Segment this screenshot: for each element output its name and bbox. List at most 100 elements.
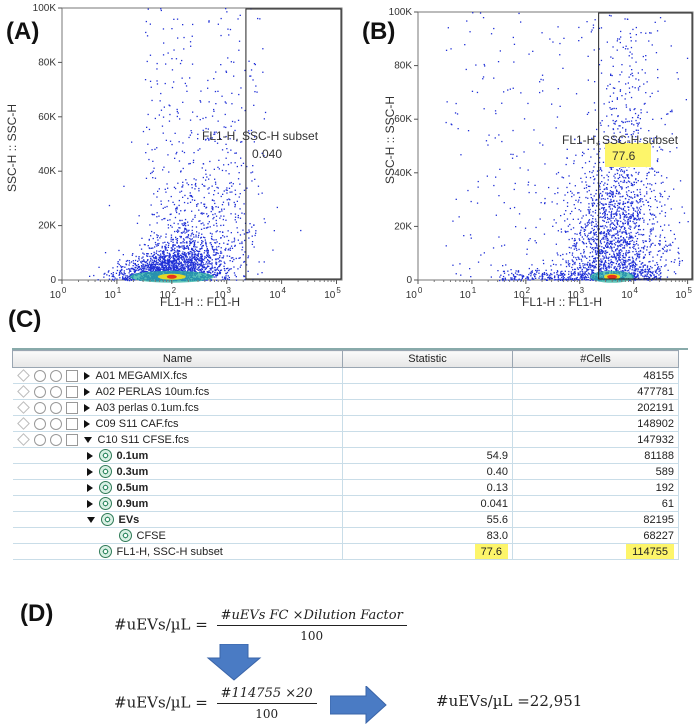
row-cells: 81188: [512, 447, 679, 464]
formula-fraction2: #114755 ×20 100: [216, 686, 317, 721]
row-name: A03 perlas 0.1um.fcs: [95, 401, 199, 414]
row-cells: 61: [512, 495, 679, 512]
gate-icon: [118, 529, 132, 542]
gate-name-b: FL1-H, SSC-H subset: [562, 133, 679, 147]
circle-toggle-icon[interactable]: [33, 401, 46, 414]
row-statistic: 55.6: [342, 511, 513, 528]
expand-arrow-icon[interactable]: [86, 483, 93, 492]
row-statistic: 54.9: [342, 447, 513, 464]
table-row[interactable]: 0.1um 54.9 81188: [12, 447, 679, 464]
row-cells: 147932: [512, 431, 679, 448]
expand-arrow-icon[interactable]: [83, 387, 90, 396]
circle-toggle-icon[interactable]: [33, 417, 46, 430]
row-statistic: 77.6: [474, 543, 508, 559]
table-row[interactable]: 0.3um 0.40 589: [12, 463, 679, 480]
circle-toggle-icon[interactable]: [49, 417, 62, 430]
x-tick-label: 105: [324, 286, 341, 301]
panel-label-d: (D): [20, 600, 54, 627]
row-cells: 589: [512, 463, 679, 480]
checkbox[interactable]: [65, 433, 78, 446]
checkbox[interactable]: [65, 385, 78, 398]
circle-toggle-icon[interactable]: [49, 369, 62, 382]
circle-toggle-icon[interactable]: [33, 433, 46, 446]
table-row[interactable]: C09 S11 CAF.fcs 148902: [12, 415, 679, 432]
checkbox[interactable]: [65, 401, 78, 414]
row-name: 0.5um: [116, 481, 149, 494]
gate-icon: [98, 545, 112, 558]
panel-label-b: (B): [362, 18, 396, 45]
table-row[interactable]: 0.5um 0.13 192: [12, 479, 679, 496]
formula-denominator2: 100: [255, 707, 279, 721]
y-tick-label: 60K: [38, 112, 56, 123]
table-row[interactable]: A03 perlas 0.1um.fcs 202191: [12, 399, 679, 416]
row-name: C09 S11 CAF.fcs: [95, 417, 179, 430]
row-name: A01 MEGAMIX.fcs: [95, 369, 188, 382]
y-tick-label: 40K: [38, 166, 56, 177]
circle-toggle-icon[interactable]: [49, 385, 62, 398]
x-tick-label: 105: [675, 286, 692, 301]
circle-toggle-icon[interactable]: [49, 433, 62, 446]
formula-fraction: #uEVs FC ×Dilution Factor 100: [216, 608, 407, 643]
table-row[interactable]: A02 PERLAS 10um.fcs 477781: [12, 383, 679, 400]
x-tick-label: 104: [621, 286, 638, 301]
row-name: 0.1um: [116, 449, 149, 462]
table-row[interactable]: CFSE 83.0 68227: [12, 527, 679, 544]
expand-arrow-icon[interactable]: [83, 371, 90, 380]
column-header-statistic[interactable]: Statistic: [342, 350, 513, 368]
diamond-icon: [16, 369, 30, 382]
collapse-arrow-icon[interactable]: [86, 516, 95, 523]
y-tick-label: 20K: [394, 221, 412, 232]
formula-numerator2: #114755 ×20: [216, 686, 317, 704]
gate-rectangle[interactable]: [245, 8, 342, 280]
y-tick-label: 80K: [394, 61, 412, 72]
row-cells: 82195: [512, 511, 679, 528]
row-statistic: [342, 431, 513, 448]
x-tick-label: 100: [50, 286, 67, 301]
workspace-table: Name Statistic #Cells A01 MEGAMIX.fcs 48…: [12, 348, 688, 592]
expand-arrow-icon[interactable]: [83, 403, 90, 412]
y-tick-label: 80K: [38, 57, 56, 68]
row-statistic: 0.40: [342, 463, 513, 480]
plot-frame: [61, 7, 343, 281]
y-tick-label: 100K: [389, 7, 413, 18]
y-tick-label: 60K: [394, 114, 412, 125]
column-header-name[interactable]: Name: [12, 350, 343, 368]
expand-arrow-icon[interactable]: [86, 467, 93, 476]
collapse-arrow-icon[interactable]: [83, 436, 92, 443]
x-tick-label: 100: [406, 286, 423, 301]
row-statistic: 0.13: [342, 479, 513, 496]
row-name: CFSE: [136, 529, 166, 542]
gate-value-a: 0.040: [252, 147, 282, 161]
circle-toggle-icon[interactable]: [33, 369, 46, 382]
row-statistic: 83.0: [342, 527, 513, 544]
column-header-cells[interactable]: #Cells: [512, 350, 679, 368]
y-tick-label: 100K: [33, 3, 57, 14]
formula-denominator: 100: [300, 629, 324, 643]
row-name: C10 S11 CFSE.fcs: [97, 433, 190, 446]
diamond-icon: [16, 417, 30, 430]
row-name: 0.3um: [116, 465, 149, 478]
table-row[interactable]: EVs 55.6 82195: [12, 511, 679, 528]
panel-label-c: (C): [8, 306, 42, 333]
checkbox[interactable]: [65, 417, 78, 430]
table-row[interactable]: 0.9um 0.041 61: [12, 495, 679, 512]
table-row[interactable]: A01 MEGAMIX.fcs 48155: [12, 367, 679, 384]
y-tick-label: 20K: [38, 221, 56, 232]
table-row[interactable]: C10 S11 CFSE.fcs 147932: [12, 431, 679, 448]
checkbox[interactable]: [65, 369, 78, 382]
circle-toggle-icon[interactable]: [33, 385, 46, 398]
expand-arrow-icon[interactable]: [86, 499, 93, 508]
formula-numerator: #uEVs FC ×Dilution Factor: [216, 608, 407, 626]
expand-arrow-icon[interactable]: [83, 419, 90, 428]
row-name: A02 PERLAS 10um.fcs: [95, 385, 210, 398]
diamond-icon: [16, 385, 30, 398]
row-cells: 192: [512, 479, 679, 496]
formula-result: #uEVs/µL =22,951: [436, 692, 583, 710]
expand-arrow-icon[interactable]: [86, 451, 93, 460]
row-cells: 148902: [512, 415, 679, 432]
gate-rectangle[interactable]: [598, 12, 693, 280]
table-row[interactable]: FL1-H, SSC-H subset 77.6 114755: [12, 543, 679, 560]
circle-toggle-icon[interactable]: [49, 401, 62, 414]
